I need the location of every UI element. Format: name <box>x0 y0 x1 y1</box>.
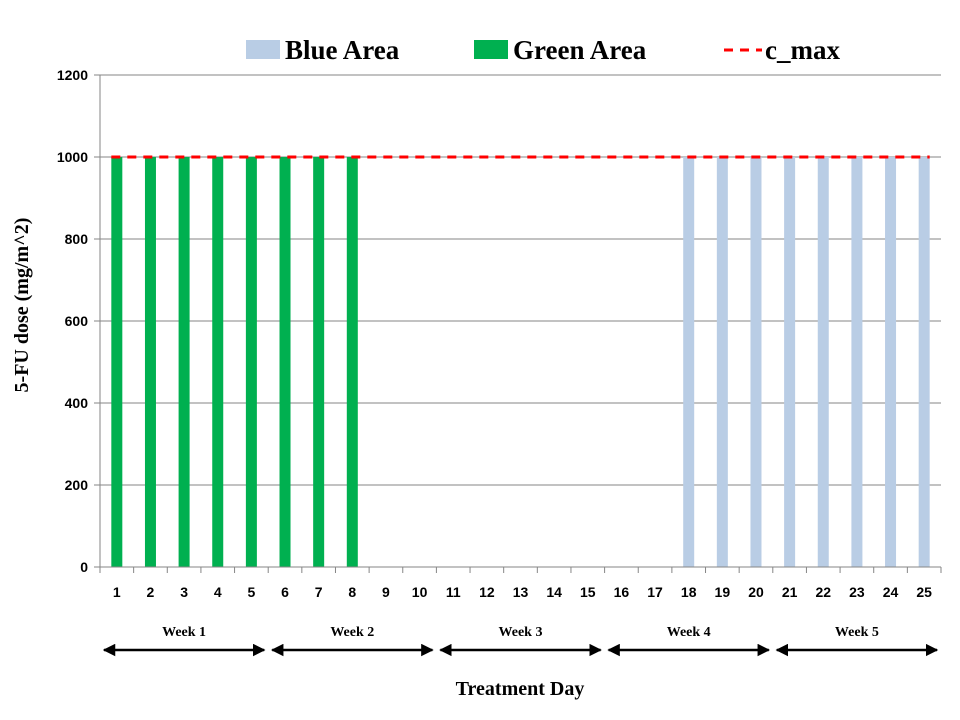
legend-swatch-green-area <box>474 40 508 59</box>
bar-green-area-day-3 <box>178 157 190 567</box>
bar-blue-area-day-24 <box>885 157 897 567</box>
x-tick-label-21: 21 <box>782 584 798 600</box>
y-tick-label-400: 400 <box>65 395 89 411</box>
week-label-week-5: Week 5 <box>835 625 879 640</box>
legend-item-c-max[interactable]: c_max <box>724 35 840 65</box>
x-axis-title: Treatment Day <box>456 678 585 700</box>
bar-blue-area-day-20 <box>750 157 762 567</box>
legend-item-blue-area[interactable]: Blue Area <box>246 35 400 65</box>
bar-green-area-day-2 <box>144 157 156 567</box>
legend-label-c-max: c_max <box>765 35 840 65</box>
y-tick-label-800: 800 <box>65 231 89 247</box>
bar-green-area-day-8 <box>346 157 358 567</box>
week-label-week-3: Week 3 <box>499 625 543 640</box>
x-tick-label-4: 4 <box>214 584 222 600</box>
x-tick-label-11: 11 <box>446 584 461 600</box>
x-tick-label-2: 2 <box>147 584 155 600</box>
week-group-week-1: Week 1 <box>102 625 266 657</box>
x-tick-label-19: 19 <box>715 584 731 600</box>
legend: Blue Area Green Area c_max <box>246 35 840 65</box>
x-tick-label-9: 9 <box>382 584 390 600</box>
x-tick-label-13: 13 <box>513 584 529 600</box>
x-tick-label-7: 7 <box>315 584 323 600</box>
bar-blue-area-day-18 <box>683 157 695 567</box>
week-group-week-3: Week 3 <box>439 625 602 657</box>
week-label-week-2: Week 2 <box>330 625 374 640</box>
bar-green-area-day-1 <box>111 157 123 567</box>
week-label-week-1: Week 1 <box>162 625 206 640</box>
bar-blue-area-day-21 <box>784 157 796 567</box>
x-tick-label-3: 3 <box>180 584 188 600</box>
x-tick-label-14: 14 <box>546 584 562 600</box>
x-tick-label-25: 25 <box>916 584 932 600</box>
grid-lines <box>100 74 941 486</box>
x-tick-label-20: 20 <box>748 584 764 600</box>
bar-blue-area-day-23 <box>851 157 863 567</box>
legend-item-green-area[interactable]: Green Area <box>474 35 647 65</box>
bar-blue-area-day-25 <box>918 157 930 567</box>
week-annotations: Week 1 Week 2 Week 3 Week 4 Week 5 <box>102 625 939 657</box>
x-tick-label-10: 10 <box>412 584 428 600</box>
x-tick-label-16: 16 <box>614 584 630 600</box>
bars <box>111 157 930 567</box>
y-axis-ticks: 0 200 400 600 800 1000 1200 <box>57 67 100 575</box>
legend-label-green-area: Green Area <box>513 35 647 65</box>
x-tick-label-6: 6 <box>281 584 289 600</box>
y-tick-label-1200: 1200 <box>57 67 88 83</box>
week-label-week-4: Week 4 <box>667 625 711 640</box>
bar-green-area-day-6 <box>279 157 291 567</box>
week-group-week-4: Week 4 <box>607 625 771 657</box>
x-tick-label-18: 18 <box>681 584 697 600</box>
bar-green-area-day-4 <box>212 157 224 567</box>
bar-green-area-day-5 <box>245 157 257 567</box>
x-axis-ticks: 1 2 3 4 5 6 7 8 9 10 11 12 13 14 15 16 17 18 19 20 21 22 23 24 2… <box>99 567 942 600</box>
x-tick-label-23: 23 <box>849 584 865 600</box>
bar-green-area-day-7 <box>313 157 325 567</box>
x-tick-label-22: 22 <box>815 584 831 600</box>
y-tick-label-200: 200 <box>65 477 89 493</box>
bar-blue-area-day-19 <box>716 157 728 567</box>
week-group-week-2: Week 2 <box>270 625 434 657</box>
y-axis-title: 5-FU dose (mg/m^2) <box>11 218 33 393</box>
bar-blue-area-day-22 <box>817 157 829 567</box>
x-tick-label-8: 8 <box>348 584 356 600</box>
x-tick-label-17: 17 <box>647 584 663 600</box>
y-tick-label-1000: 1000 <box>57 149 88 165</box>
x-tick-label-12: 12 <box>479 584 495 600</box>
x-tick-label-1: 1 <box>113 584 121 600</box>
week-group-week-5: Week 5 <box>775 625 939 657</box>
legend-swatch-blue-area <box>246 40 280 59</box>
x-tick-label-5: 5 <box>247 584 255 600</box>
x-tick-label-15: 15 <box>580 584 596 600</box>
x-tick-label-24: 24 <box>883 584 899 600</box>
legend-label-blue-area: Blue Area <box>285 35 400 65</box>
y-tick-label-600: 600 <box>65 313 89 329</box>
y-tick-label-0: 0 <box>80 559 88 575</box>
